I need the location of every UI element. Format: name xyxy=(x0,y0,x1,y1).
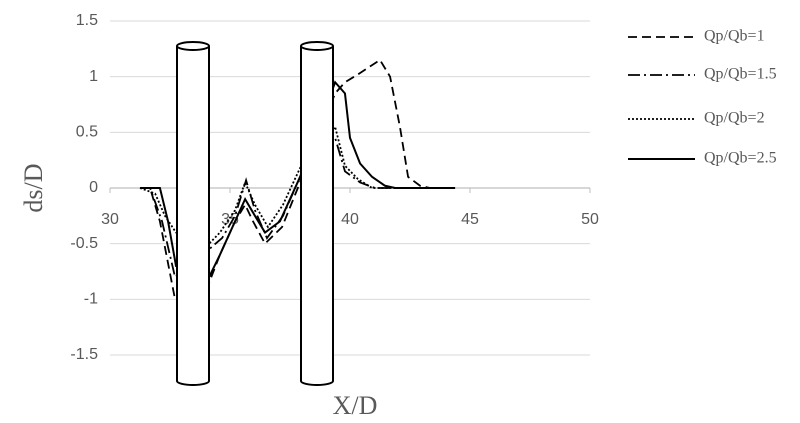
y-tick-label: -1 xyxy=(84,291,98,308)
x-axis-label: X/D xyxy=(333,391,378,420)
pier xyxy=(301,42,333,385)
y-tick-label: 0 xyxy=(89,179,98,196)
pier-top xyxy=(301,42,333,50)
pier xyxy=(177,42,209,385)
pier-body xyxy=(301,46,333,385)
legend-label: Qp/Qb=1 xyxy=(704,28,765,45)
legend-label: Qp/Qb=2 xyxy=(704,110,765,127)
x-tick-label: 50 xyxy=(581,211,599,228)
y-tick-label: -0.5 xyxy=(70,235,98,252)
y-tick-label: 1 xyxy=(89,68,98,85)
pier-top xyxy=(177,42,209,50)
x-tick-label: 30 xyxy=(101,211,119,228)
y-tick-label: 0.5 xyxy=(76,124,98,141)
x-tick-label: 45 xyxy=(461,211,479,228)
x-tick-label: 40 xyxy=(341,211,359,228)
y-axis-label: ds/D xyxy=(19,163,48,212)
legend-label: Qp/Qb=2.5 xyxy=(704,150,777,167)
y-tick-label: -1.5 xyxy=(70,346,98,363)
y-tick-label: 1.5 xyxy=(76,12,98,29)
pier-body xyxy=(177,46,209,385)
legend-label: Qp/Qb=1.5 xyxy=(704,66,777,83)
chart: X/D ds/D -1.5-1-0.500.511.53035404550Qp/… xyxy=(0,0,800,423)
